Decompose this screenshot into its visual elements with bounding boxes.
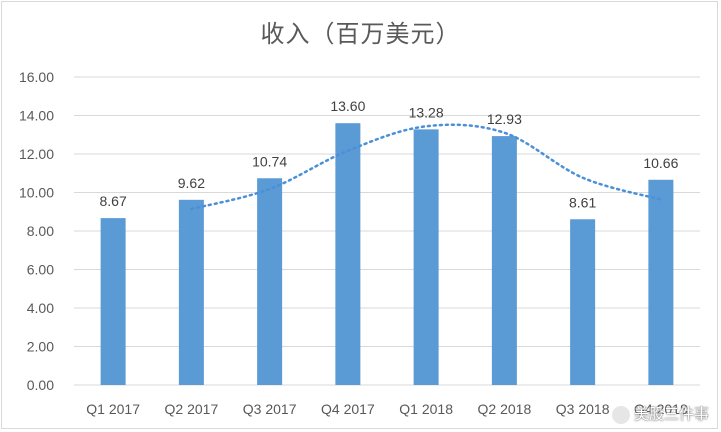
data-label: 10.66 xyxy=(643,155,678,171)
y-tick-label: 4.00 xyxy=(27,300,54,316)
x-tick-label: Q1 2017 xyxy=(86,401,140,417)
trendline xyxy=(190,123,663,211)
watermark: 美股三件事 xyxy=(611,403,709,424)
x-tick-label: Q4 2018 xyxy=(634,401,688,417)
y-axis: 0.00 2.00 4.00 6.00 8.00 10.00 12.00 14.00 16.00 xyxy=(19,69,54,393)
trendline-path xyxy=(190,123,663,211)
gridlines xyxy=(74,76,700,386)
data-label: 9.62 xyxy=(178,175,205,191)
bar xyxy=(491,136,517,385)
data-label: 13.60 xyxy=(330,98,365,114)
data-label: 8.61 xyxy=(569,194,596,210)
y-tick-label: 0.00 xyxy=(27,377,54,393)
data-label: 13.28 xyxy=(409,104,444,120)
watermark-logo-icon xyxy=(611,405,630,424)
x-tick-label: Q4 2017 xyxy=(321,401,375,417)
x-axis: Q1 2017 Q2 2017 Q3 2017 Q4 2017 Q1 2018 Q2 20… xyxy=(86,401,688,417)
x-tick-label: Q3 2018 xyxy=(556,401,610,417)
watermark-text: 美股三件事 xyxy=(633,405,709,423)
bar xyxy=(570,219,596,385)
bar xyxy=(335,123,361,385)
y-tick-label: 8.00 xyxy=(27,223,54,239)
data-label: 12.93 xyxy=(487,111,522,127)
y-tick-label: 14.00 xyxy=(19,108,54,124)
y-tick-label: 6.00 xyxy=(27,262,54,278)
bar xyxy=(100,218,126,385)
data-labels: 8.67 9.62 10.74 13.60 13.28 12.93 8.61 10.66 xyxy=(100,98,679,210)
x-tick-label: Q2 2018 xyxy=(478,401,532,417)
bar xyxy=(648,179,674,385)
bars xyxy=(100,123,674,385)
y-tick-label: 16.00 xyxy=(19,69,54,85)
chart-title: 收入（百万美元） xyxy=(260,20,461,48)
y-tick-label: 10.00 xyxy=(19,185,54,201)
bar xyxy=(413,129,439,385)
data-label: 8.67 xyxy=(100,193,127,209)
x-tick-label: Q1 2018 xyxy=(399,401,453,417)
bar xyxy=(178,199,204,385)
x-tick-label: Q2 2017 xyxy=(165,401,219,417)
x-tick-label: Q3 2017 xyxy=(243,401,297,417)
y-tick-label: 2.00 xyxy=(27,339,54,355)
data-label: 10.74 xyxy=(252,153,287,169)
bar xyxy=(257,178,283,385)
y-tick-label: 12.00 xyxy=(19,146,54,162)
